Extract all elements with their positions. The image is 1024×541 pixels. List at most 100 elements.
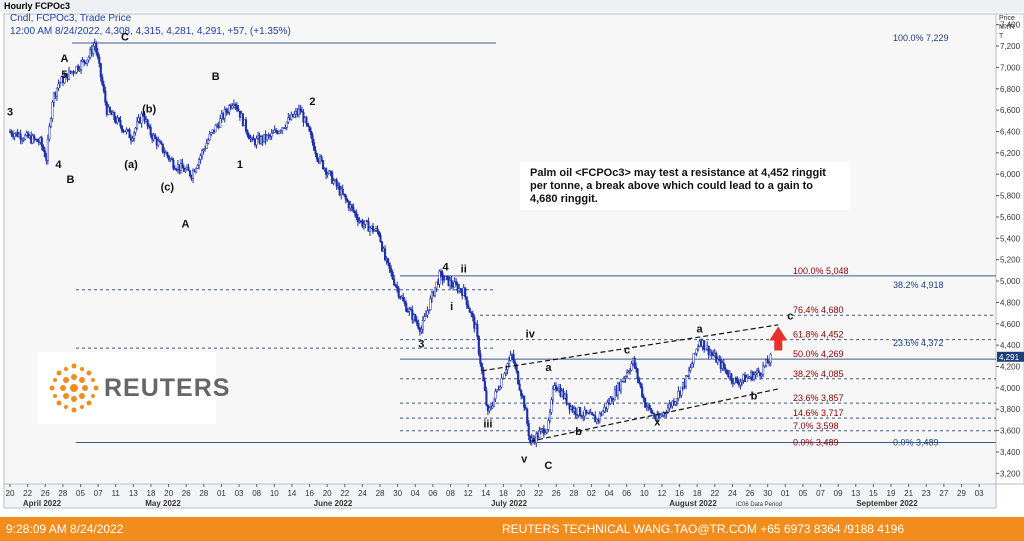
candle-body (405, 303, 408, 312)
wave-label: b (751, 391, 758, 403)
candle-body (739, 381, 742, 386)
candle-body (456, 284, 459, 292)
x-tick-label: 06 (428, 489, 437, 498)
wave-label: C (121, 32, 129, 44)
candle-body (592, 414, 595, 417)
candle-body (207, 139, 210, 144)
time-axis (3, 483, 997, 509)
candle-body (680, 386, 683, 396)
candle-body (520, 389, 523, 396)
y-tick-label: 6,000 (1000, 170, 1021, 179)
x-tick-label: 20 (517, 489, 526, 498)
level-label: 100.0% 5,048 (793, 266, 849, 276)
status-time: 9:28:09 AM 8/24/2022 (6, 522, 124, 536)
candle-body (394, 284, 397, 287)
level-label: 50.0% 4,269 (793, 349, 844, 359)
candle-body (591, 412, 594, 415)
candle-body (627, 371, 630, 374)
candle-body (117, 117, 120, 121)
candle-body (376, 228, 379, 232)
candle-body (119, 120, 122, 127)
candle-body (270, 132, 273, 137)
candle-body (509, 355, 512, 361)
y-tick-label: 5,600 (1000, 213, 1021, 222)
candle-body (166, 152, 169, 157)
candle-body (96, 51, 99, 58)
candle-body (27, 132, 30, 138)
candle-body (722, 362, 725, 369)
candle-body (302, 111, 305, 123)
chart-header-line2: 12:00 AM 8/24/2022, 4,308, 4,315, 4,281,… (10, 26, 291, 37)
candle-body (320, 156, 323, 161)
x-tick-label: 04 (411, 489, 420, 498)
candle-body (450, 279, 453, 286)
candle-body (341, 188, 344, 195)
price-chart[interactable]: Cndl, FCPOc3, Trade Price 12:00 AM 8/24/2… (0, 12, 1024, 517)
candle-body (74, 71, 77, 74)
candle-body (293, 113, 296, 118)
candle-body (48, 126, 51, 140)
wave-label: iv (526, 329, 536, 341)
candle-body (368, 227, 372, 232)
candle-body (187, 166, 190, 171)
x-tick-label: 15 (869, 489, 878, 498)
candle-body (252, 137, 255, 141)
candle-body (160, 141, 163, 145)
candle-body (305, 117, 308, 124)
candle-body (757, 370, 760, 373)
wave-label: ii (461, 264, 467, 276)
candle-body (377, 231, 381, 236)
candle-body (748, 376, 751, 379)
candle-body (500, 378, 503, 388)
candle-body (266, 134, 269, 141)
x-tick-label: 27 (939, 489, 948, 498)
candle-body (480, 363, 483, 371)
x-tick-label: 05 (798, 489, 807, 498)
level-label: 0.0% 3,489 (893, 437, 939, 447)
candle-body (202, 149, 205, 152)
candle-body (281, 127, 284, 131)
candle-body (638, 378, 641, 383)
y-tick-label: 7,200 (1000, 42, 1021, 51)
candle-body (494, 391, 497, 399)
x-tick-label: 14 (481, 489, 490, 498)
candle-body (52, 92, 55, 103)
candle-body (740, 379, 744, 383)
candle-body (299, 108, 302, 112)
candle-body (352, 206, 355, 212)
candle-body (98, 56, 101, 64)
level-label: 38.2% 4,918 (893, 280, 944, 290)
candle-body (488, 407, 491, 411)
candle-body (501, 378, 505, 380)
reuters-logo-icon (49, 363, 99, 413)
candle-body (167, 155, 170, 160)
candle-body (439, 271, 443, 274)
y-tick-label: 5,400 (1000, 234, 1021, 243)
x-tick-label: 18 (499, 489, 508, 498)
candle-body (745, 377, 748, 383)
candle-body (204, 148, 207, 150)
x-tick-label: 22 (340, 489, 349, 498)
candle-body (547, 420, 550, 430)
candle-body (442, 279, 446, 281)
candle-body (275, 129, 278, 133)
candle-body (526, 409, 529, 424)
candle-body (527, 423, 530, 437)
candle-body (373, 230, 376, 232)
candle-body (690, 363, 694, 369)
candle-body (763, 365, 766, 367)
candle-body (498, 386, 502, 390)
candle-body (83, 59, 86, 63)
candle-body (695, 348, 698, 354)
candle-body (255, 138, 258, 146)
x-tick-label: 28 (569, 489, 578, 498)
wave-label: a (697, 323, 704, 335)
candle-body (697, 346, 700, 350)
candle-body (131, 138, 134, 141)
y-tick-label: 6,200 (1000, 149, 1021, 158)
candle-body (427, 309, 430, 312)
x-month-label: May 2022 (145, 499, 181, 508)
candle-body (651, 412, 654, 414)
window-title: Hourly FCPOc3 (4, 1, 71, 11)
wave-label: v (521, 454, 528, 466)
